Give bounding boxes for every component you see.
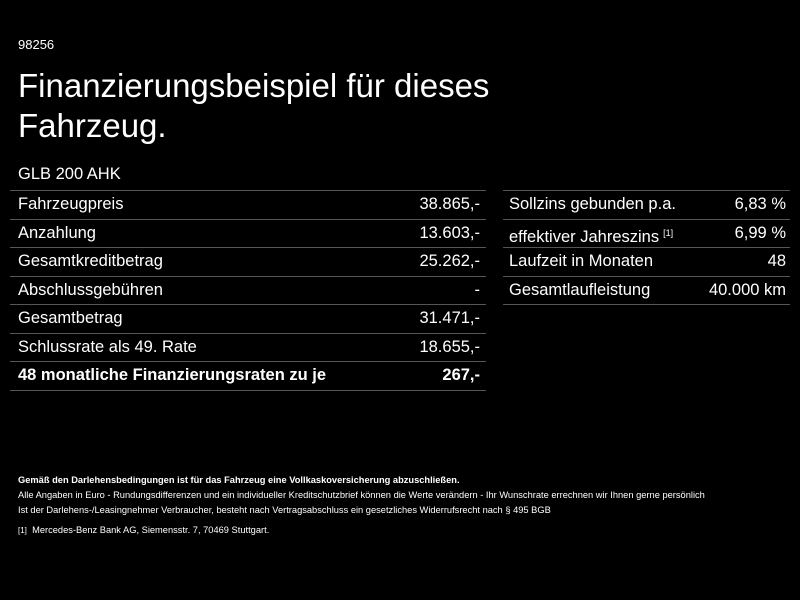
label-text: Schlussrate als 49. Rate xyxy=(18,337,197,356)
label-text: Fahrzeugpreis xyxy=(18,195,124,213)
row-label: Gesamtkreditbetrag xyxy=(18,248,163,276)
row-label: Gesamtlaufleistung xyxy=(509,277,650,305)
table-row: effektiver Jahreszins [1] 6,99 % xyxy=(503,220,790,248)
row-value: 267,- xyxy=(442,366,480,384)
table-row: Sollzins gebunden p.a. 6,83 % xyxy=(503,191,790,220)
footnote: [1] Mercedes-Benz Bank AG, Siemensstr. 7… xyxy=(18,525,269,535)
table-row: Gesamtlaufleistung 40.000 km xyxy=(503,277,790,305)
row-value: 25.262,- xyxy=(419,252,480,270)
table-row: 48 monatliche Finanzierungsraten zu je 26… xyxy=(10,362,486,391)
vehicle-id: 98256 xyxy=(18,37,55,52)
table-row: Schlussrate als 49. Rate 18.655,- xyxy=(10,334,486,362)
label-text: Abschlussgebühren xyxy=(18,280,163,299)
row-value: - xyxy=(474,280,481,299)
footnote-ref: [1] xyxy=(663,227,674,238)
disclaimer: Ist der Darlehens-/Leasingnehmer Verbrau… xyxy=(18,505,551,515)
label-text: Anzahlung xyxy=(18,223,96,242)
finance-table: Fahrzeugpreis 38.865,- Anzahlung 13.603,- Ge… xyxy=(10,190,486,391)
disclaimer: Alle Angaben in Euro - Rundungsdifferenz… xyxy=(18,490,705,500)
row-value: 48 xyxy=(767,252,786,270)
row-label: Sollzins gebunden p.a. xyxy=(509,191,676,219)
row-value: 40.000 km xyxy=(708,280,786,299)
rate-table: Sollzins gebunden p.a. 6,83 % effektiver J… xyxy=(503,190,790,305)
row-label: Abschlussgebühren xyxy=(18,277,163,305)
table-row: Anzahlung 13.603,- xyxy=(10,220,486,248)
label-text: Gesamtlaufleistung xyxy=(509,280,651,299)
label-text: 48 monatliche Finanzierungsraten zu je xyxy=(18,366,327,384)
label-text: Laufzeit in Monaten xyxy=(509,252,654,270)
row-value: 31.471,- xyxy=(419,309,480,327)
label-text: Sollzins gebunden p.a. xyxy=(509,195,676,213)
table-row: Gesamtkreditbetrag 25.262,- xyxy=(10,248,486,277)
footnote-text: Mercedes-Benz Bank AG, Siemensstr. 7, 70… xyxy=(32,525,270,535)
row-value: 13.603,- xyxy=(419,223,480,242)
model: GLB 200 AHK xyxy=(18,165,121,183)
row-label: Anzahlung xyxy=(18,220,96,248)
label-text: Gesamtbetrag xyxy=(18,309,123,327)
table-row: Fahrzeugpreis 38.865,- xyxy=(10,191,486,220)
row-label: 48 monatliche Finanzierungsraten zu je xyxy=(18,362,326,390)
row-label: Fahrzeugpreis xyxy=(18,191,123,219)
row-value: 18.655,- xyxy=(419,337,480,356)
footnote-mark: [1] xyxy=(18,526,27,535)
row-value: 6,83 % xyxy=(734,195,786,213)
table-row: Laufzeit in Monaten 48 xyxy=(503,248,790,277)
label-text: effektiver Jahreszins xyxy=(509,227,660,246)
label-text: Gesamtkreditbetrag xyxy=(18,252,163,270)
row-label: Gesamtbetrag xyxy=(18,305,123,333)
title: Finanzierungsbeispiel für dieses Fahrzeu… xyxy=(18,67,490,144)
row-label: Laufzeit in Monaten xyxy=(509,248,653,276)
row-label: Schlussrate als 49. Rate xyxy=(18,334,197,362)
table-row: Abschlussgebühren - xyxy=(10,277,486,305)
table-row: Gesamtbetrag 31.471,- xyxy=(10,305,486,334)
insurance-notice: Gemäß den Darlehensbedingungen ist für d… xyxy=(18,475,460,485)
row-label: effektiver Jahreszins [1] xyxy=(509,220,673,248)
row-value: 38.865,- xyxy=(419,195,480,213)
row-value: 6,99 % xyxy=(734,223,786,242)
